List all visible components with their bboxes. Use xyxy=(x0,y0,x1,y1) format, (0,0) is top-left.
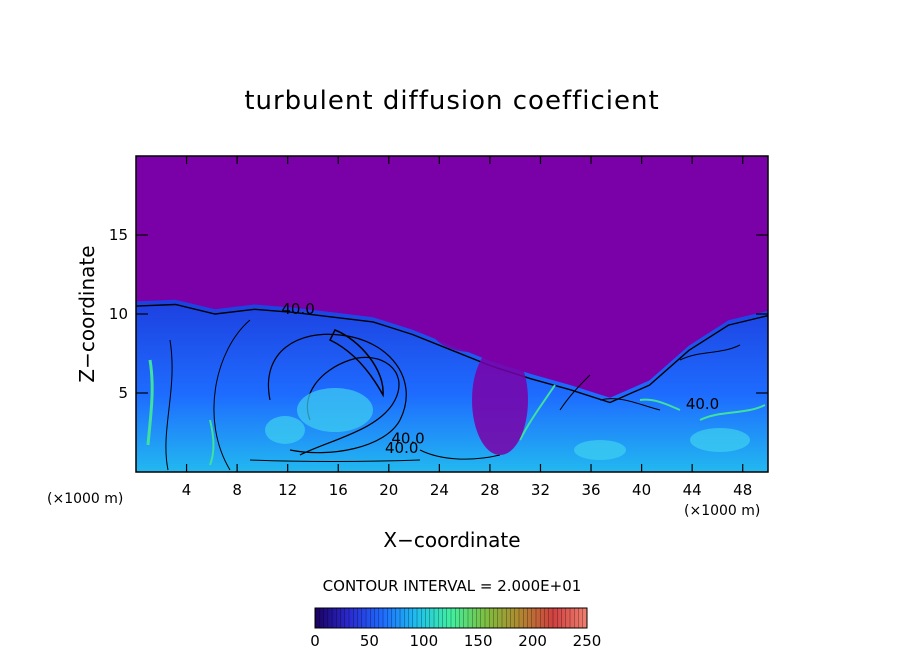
contour-line xyxy=(213,319,251,471)
high-diffusion-region xyxy=(265,416,305,444)
x-tick-label: 40 xyxy=(632,481,652,499)
contour-label: 40.0 xyxy=(281,300,314,318)
high-diffusion-region xyxy=(574,440,626,460)
contour-line xyxy=(559,374,591,411)
x-tick-label: 44 xyxy=(682,481,702,499)
contour-line xyxy=(146,359,154,446)
contour-line xyxy=(599,398,661,411)
x-tick-label: 24 xyxy=(429,481,449,499)
contour-line xyxy=(639,398,681,411)
contour-line xyxy=(209,419,215,466)
contour-interval: CONTOUR INTERVAL = 2.000E+01 xyxy=(322,577,582,595)
colorbar-tick-label: 250 xyxy=(572,632,602,650)
x-unit-left: (×1000 m) xyxy=(47,491,124,507)
y-tick-label: 15 xyxy=(108,226,128,244)
colorbar-tick-label: 200 xyxy=(518,632,547,650)
low-diffusion-region xyxy=(472,345,528,455)
contour-line xyxy=(679,344,741,361)
contour-line xyxy=(267,333,407,454)
contour-line xyxy=(136,303,768,404)
contour-line xyxy=(249,459,421,462)
contour-line xyxy=(328,329,384,398)
x-tick-label: 28 xyxy=(480,481,500,499)
chart-title: turbulent diffusion coefficient xyxy=(244,86,660,116)
high-diffusion-region xyxy=(297,388,373,432)
y-tick-label: 10 xyxy=(108,305,128,323)
colorbar-tick-label: 0 xyxy=(310,632,320,650)
x-tick-label: 16 xyxy=(328,481,348,499)
x-tick-label: 36 xyxy=(581,481,601,499)
x-tick-label: 20 xyxy=(379,481,399,499)
contour-label: 40.0 xyxy=(686,395,719,413)
low-diffusion-region xyxy=(432,308,512,352)
x-tick-label: 48 xyxy=(733,481,753,499)
colorbar-tick-label: 100 xyxy=(409,632,439,650)
contour-label: 40.0 xyxy=(391,430,424,448)
x-tick-label: 4 xyxy=(181,481,192,499)
high-diffusion-region xyxy=(690,428,750,452)
contour-line xyxy=(419,449,501,460)
x-tick-label: 8 xyxy=(232,481,242,499)
colorbar-tick-label: 150 xyxy=(463,632,493,650)
x-unit-right: (×1000 m) xyxy=(684,503,761,519)
contour-line xyxy=(519,384,556,441)
y-axis-label: Z−coordinate xyxy=(75,245,99,383)
contour-label: 40.0 xyxy=(385,439,418,457)
contour-line xyxy=(165,339,173,471)
x-tick-label: 32 xyxy=(530,481,551,499)
contour-line xyxy=(699,404,766,421)
colorbar-tick-label: 50 xyxy=(359,632,379,650)
y-tick-label: 5 xyxy=(118,384,128,402)
contour-line xyxy=(299,356,400,456)
x-axis-label: X−coordinate xyxy=(383,528,521,552)
x-tick-label: 12 xyxy=(278,481,298,499)
